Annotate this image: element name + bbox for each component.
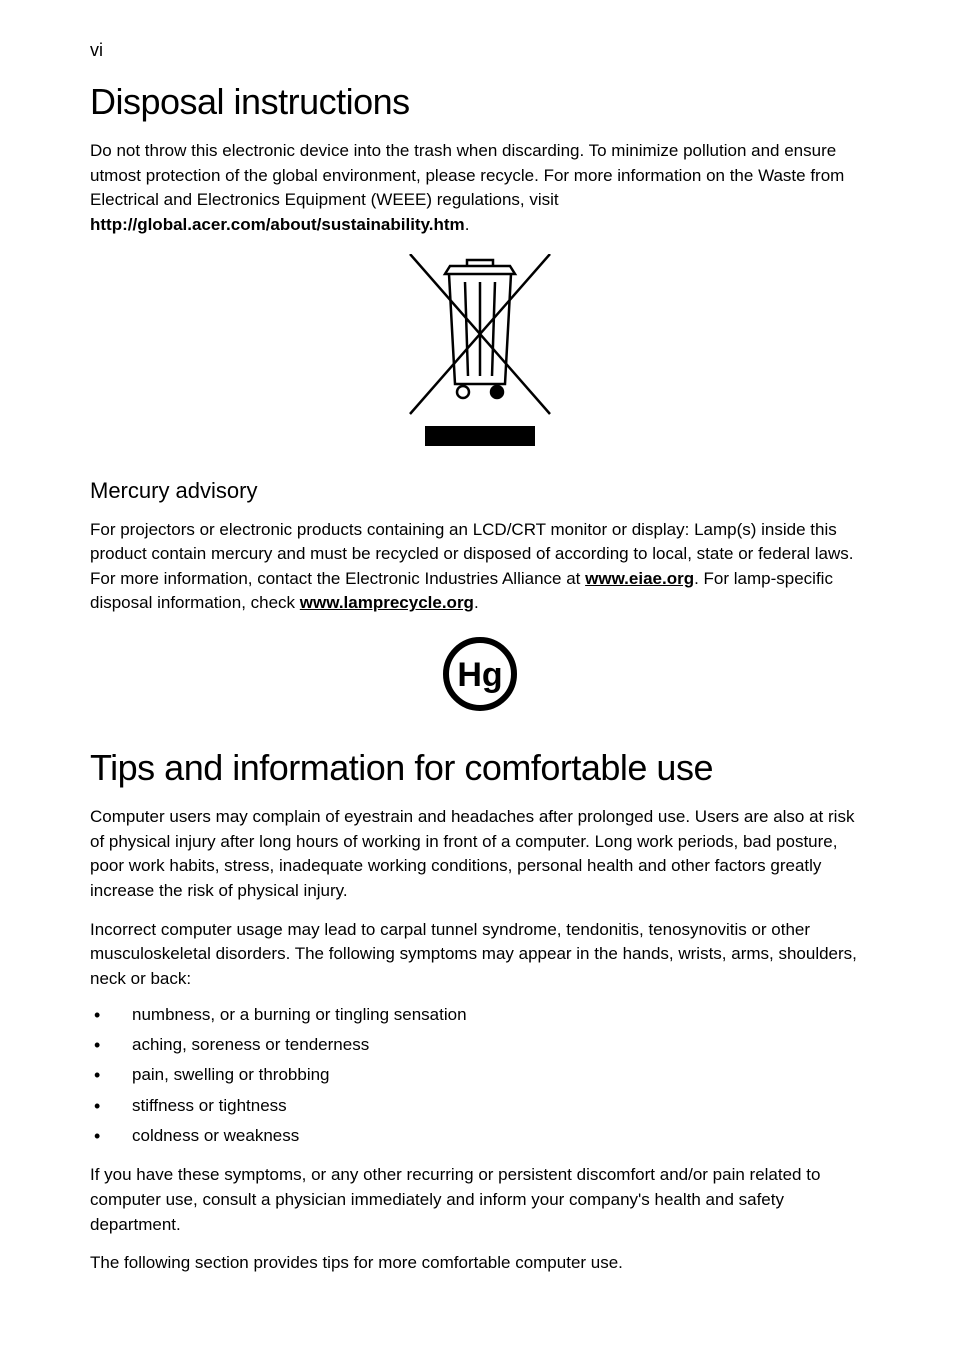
tips-para2: Incorrect computer usage may lead to car… — [90, 918, 869, 992]
heading-mercury: Mercury advisory — [90, 478, 869, 504]
page-number: vi — [90, 40, 869, 61]
disposal-para1: Do not throw this electronic device into… — [90, 141, 844, 209]
heading-tips: Tips and information for comfortable use — [90, 747, 869, 789]
list-item: aching, soreness or tenderness — [90, 1032, 869, 1058]
tips-para1: Computer users may complain of eyestrain… — [90, 805, 869, 904]
list-item: coldness or weakness — [90, 1123, 869, 1149]
disposal-link[interactable]: http://global.acer.com/about/sustainabil… — [90, 215, 465, 234]
mercury-link-eiae[interactable]: www.eiae.org — [585, 569, 694, 588]
list-item: stiffness or tightness — [90, 1093, 869, 1119]
tips-para4: The following section provides tips for … — [90, 1251, 869, 1276]
mercury-para-c: . — [474, 593, 479, 612]
list-item: pain, swelling or throbbing — [90, 1062, 869, 1088]
disposal-link-suffix: . — [465, 215, 470, 234]
tips-para3: If you have these symptoms, or any other… — [90, 1163, 869, 1237]
mercury-body: For projectors or electronic products co… — [90, 518, 869, 617]
svg-text:Hg: Hg — [457, 656, 502, 694]
hg-icon: Hg — [90, 634, 869, 719]
list-item: numbness, or a burning or tingling sensa… — [90, 1002, 869, 1028]
heading-disposal: Disposal instructions — [90, 81, 869, 123]
disposal-body: Do not throw this electronic device into… — [90, 139, 869, 238]
weee-icon — [90, 254, 869, 454]
symptoms-list: numbness, or a burning or tingling sensa… — [90, 1002, 869, 1150]
mercury-link-lamp[interactable]: www.lamprecycle.org — [300, 593, 474, 612]
